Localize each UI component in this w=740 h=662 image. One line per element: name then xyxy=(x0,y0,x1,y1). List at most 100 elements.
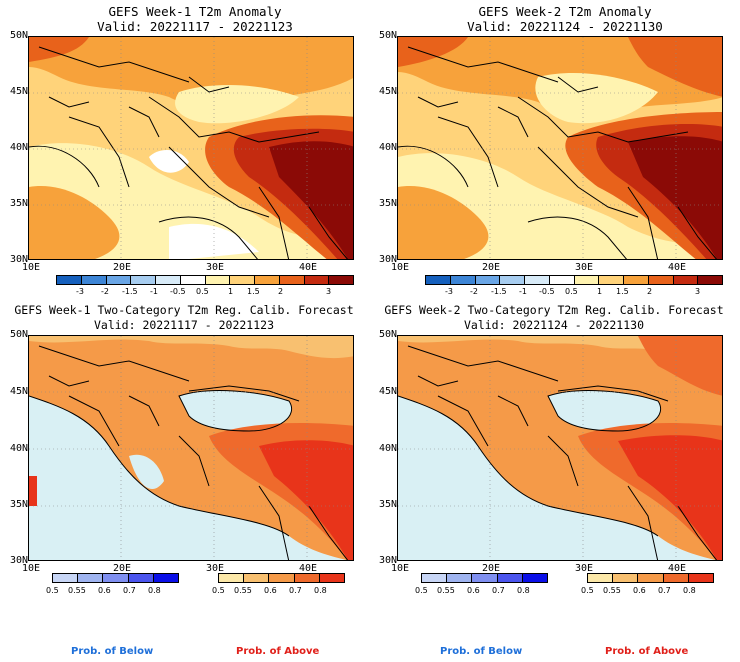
tick: -0.5 xyxy=(170,287,186,296)
cbar-swatch xyxy=(81,276,107,284)
tick: 0.55 xyxy=(603,586,621,595)
panel2-lat-45n: 45N xyxy=(378,86,397,97)
tick: 0.55 xyxy=(68,586,86,595)
cbar-swatch xyxy=(294,574,320,582)
panel3-lat-50n: 50N xyxy=(9,329,28,340)
cbar-swatch xyxy=(205,276,231,284)
cbar-swatch xyxy=(106,276,132,284)
panel4-lat-50n: 50N xyxy=(378,329,397,340)
tick: 0.5 xyxy=(212,586,225,595)
cbar-swatch xyxy=(180,276,206,284)
panel1-lat-35n: 35N xyxy=(9,198,28,209)
tick: 1 xyxy=(228,287,234,296)
tick: 3 xyxy=(326,287,332,296)
tick: 0.7 xyxy=(123,586,136,595)
cbar-swatch xyxy=(255,276,280,284)
cbar-swatch xyxy=(78,574,104,582)
cbar-swatch xyxy=(450,276,476,284)
panel3-lat-35n: 35N xyxy=(9,499,28,510)
tick: 0.6 xyxy=(467,586,480,595)
tick: -2 xyxy=(101,287,109,296)
tick: 0.7 xyxy=(289,586,302,595)
cbar-swatch xyxy=(497,574,523,582)
tick: 0.5 xyxy=(565,287,578,296)
panel2-lon-10e: 10E xyxy=(391,262,410,273)
panel3-lat-30n: 30N xyxy=(9,555,28,566)
cbar-swatch xyxy=(269,574,295,582)
cbar-swatch xyxy=(244,574,270,582)
tick: 1.5 xyxy=(616,287,629,296)
panel3-lat-40n: 40N xyxy=(9,443,28,454)
panel2-lat-50n: 50N xyxy=(378,30,397,41)
tick: -1.5 xyxy=(122,287,138,296)
cbar-swatch xyxy=(156,276,181,284)
panel2-lon-20e: 20E xyxy=(482,262,501,273)
tick: -3 xyxy=(445,287,453,296)
cbar-swatch xyxy=(472,574,498,582)
tick: 0.8 xyxy=(517,586,530,595)
cbar-swatch xyxy=(500,276,525,284)
tick: -1 xyxy=(519,287,527,296)
cbar-swatch xyxy=(522,574,548,582)
panel1-lon-40e: 40E xyxy=(299,262,318,273)
panel4-lon-40e: 40E xyxy=(668,563,687,574)
panel4-lat-30n: 30N xyxy=(378,555,397,566)
panel4-prob-below-label: Prob. of Below xyxy=(440,646,523,657)
panel2-anomaly-map xyxy=(397,36,723,260)
panel4-lon-20e: 20E xyxy=(482,563,501,574)
tick: 2 xyxy=(278,287,284,296)
panel1-anomaly-colorbar xyxy=(56,275,354,285)
cbar-swatch xyxy=(426,276,451,284)
panel1-lon-30e: 30E xyxy=(206,262,225,273)
panel4-lat-45n: 45N xyxy=(378,386,397,397)
cbar-swatch xyxy=(447,574,473,582)
panel3-title: GEFS Week-1 Two-Category T2m Reg. Calib.… xyxy=(14,303,354,332)
panel1-lon-10e: 10E xyxy=(22,262,41,273)
tick: 0.5 xyxy=(46,586,59,595)
panel4-above-colorbar xyxy=(587,573,714,583)
panel3-probability-map xyxy=(28,335,354,561)
panel1-lat-30n: 30N xyxy=(9,254,28,265)
cbar-swatch xyxy=(103,574,129,582)
tick: -1.5 xyxy=(491,287,507,296)
cbar-swatch xyxy=(475,276,501,284)
cbar-swatch xyxy=(588,574,614,582)
cbar-swatch xyxy=(153,574,179,582)
tick: 0.6 xyxy=(98,586,111,595)
cbar-swatch xyxy=(279,276,305,284)
panel2-title: GEFS Week-2 T2m Anomaly Valid: 20221124 -… xyxy=(467,4,663,34)
panel3-lon-10e: 10E xyxy=(22,563,41,574)
tick: 0.6 xyxy=(264,586,277,595)
tick: -1 xyxy=(150,287,158,296)
panel4-prob-above-label: Prob. of Above xyxy=(605,646,689,657)
panel4-below-colorbar xyxy=(421,573,548,583)
panel4-probability-map xyxy=(397,335,723,561)
cbar-swatch xyxy=(673,276,699,284)
panel3-below-colorbar xyxy=(52,573,179,583)
cbar-swatch xyxy=(57,276,82,284)
cbar-swatch xyxy=(613,574,639,582)
panel3-lat-45n: 45N xyxy=(9,386,28,397)
tick: 2 xyxy=(647,287,653,296)
panel1-lat-45n: 45N xyxy=(9,86,28,97)
panel3-lon-30e: 30E xyxy=(206,563,225,574)
panel4-lat-40n: 40N xyxy=(378,443,397,454)
cbar-swatch xyxy=(525,276,550,284)
cbar-swatch xyxy=(549,276,575,284)
tick: 0.5 xyxy=(415,586,428,595)
cbar-swatch xyxy=(304,276,330,284)
panel2-lon-40e: 40E xyxy=(668,262,687,273)
panel1-lat-50n: 50N xyxy=(9,30,28,41)
tick: -2 xyxy=(470,287,478,296)
panel2-anomaly-colorbar xyxy=(425,275,723,285)
cbar-swatch xyxy=(688,574,714,582)
cbar-swatch xyxy=(230,276,255,284)
cbar-swatch xyxy=(624,276,649,284)
panel2-lat-30n: 30N xyxy=(378,254,397,265)
panel2-lat-40n: 40N xyxy=(378,142,397,153)
cbar-swatch xyxy=(599,276,624,284)
cbar-swatch xyxy=(53,574,79,582)
panel3-prob-below-label: Prob. of Below xyxy=(71,646,154,657)
tick: 3 xyxy=(695,287,701,296)
tick: 1.5 xyxy=(247,287,260,296)
